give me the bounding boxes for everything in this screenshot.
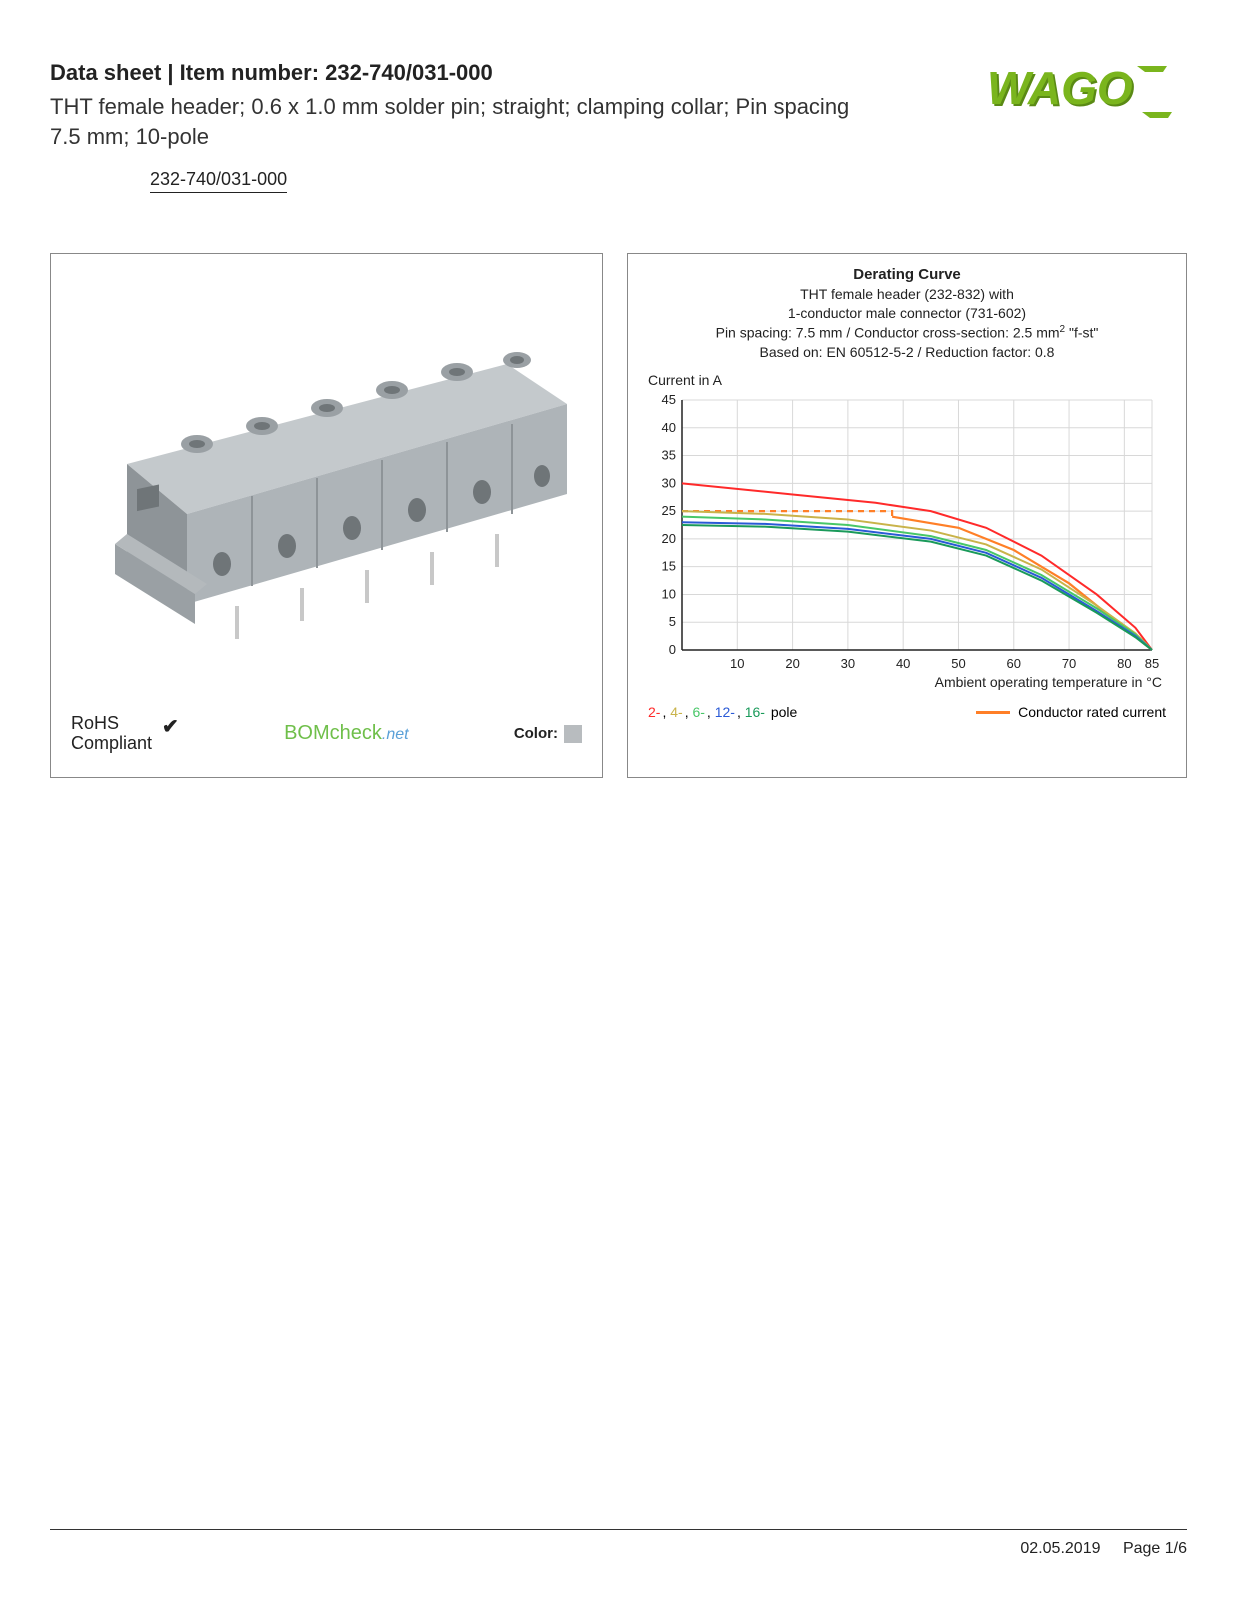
title-label: Item number:: [180, 60, 325, 85]
svg-text:5: 5: [669, 614, 676, 629]
chart-legend: 2-, 4-, 6-, 12-, 16- pole Conductor rate…: [642, 704, 1172, 720]
svg-text:70: 70: [1062, 656, 1076, 670]
chart-xlabel: Ambient operating temperature in °C: [642, 674, 1162, 690]
rohs-badge: RoHS Compliant ✔: [71, 714, 179, 754]
legend-4: 4-: [670, 704, 682, 720]
page-title: Data sheet | Item number: 232-740/031-00…: [50, 60, 850, 86]
bomcheck-net: .net: [382, 726, 409, 743]
legend-16: 16-: [745, 704, 765, 720]
svg-text:60: 60: [1007, 656, 1021, 670]
svg-text:50: 50: [951, 656, 965, 670]
chart-sub1: THT female header (232-832) with: [642, 285, 1172, 304]
product-panel: RoHS Compliant ✔ BOMcheck.net Color:: [50, 253, 603, 778]
legend-suffix: pole: [767, 704, 797, 720]
subtitle: THT female header; 0.6 x 1.0 mm solder p…: [50, 92, 850, 151]
svg-text:80: 80: [1117, 656, 1131, 670]
svg-text:25: 25: [662, 503, 676, 518]
svg-text:30: 30: [841, 656, 855, 670]
legend-rated: Conductor rated current: [976, 704, 1166, 720]
color-swatch: [564, 725, 582, 743]
title-sep: |: [161, 60, 179, 85]
item-link[interactable]: 232-740/031-000: [150, 169, 287, 193]
derating-chart: 0 5 10 15 20 25 30 35 40 45 10 20 30 40 50 60 70 80 85: [642, 390, 1172, 670]
svg-text:85: 85: [1145, 656, 1159, 670]
chart-panel: Derating Curve THT female header (232-83…: [627, 253, 1187, 778]
svg-text:35: 35: [662, 447, 676, 462]
bomcheck-text: BOMcheck: [284, 722, 382, 744]
svg-text:20: 20: [662, 530, 676, 545]
title-item: 232-740/031-000: [325, 60, 493, 85]
chart-title: Derating Curve: [642, 266, 1172, 283]
chart-sub2: 1-conductor male connector (731-602): [642, 304, 1172, 323]
legend-rated-line: [976, 711, 1010, 714]
legend-12: 12-: [715, 704, 735, 720]
check-icon: ✔: [162, 714, 179, 739]
svg-text:40: 40: [896, 656, 910, 670]
bomcheck-badge: BOMcheck.net: [284, 722, 409, 745]
footer-page: Page 1/6: [1123, 1540, 1187, 1557]
svg-text:30: 30: [662, 475, 676, 490]
rohs-line1: RoHS: [71, 714, 152, 734]
title-prefix: Data sheet: [50, 60, 161, 85]
svg-text:10: 10: [730, 656, 744, 670]
rohs-line2: Compliant: [71, 734, 152, 754]
svg-text:40: 40: [662, 419, 676, 434]
svg-text:0: 0: [669, 642, 676, 657]
page-footer: 02.05.2019 Page 1/6: [50, 1529, 1187, 1558]
svg-text:15: 15: [662, 558, 676, 573]
svg-text:10: 10: [662, 586, 676, 601]
chart-sub3: Pin spacing: 7.5 mm / Conductor cross-se…: [642, 323, 1172, 343]
chart-ylabel: Current in A: [648, 372, 1172, 388]
legend-rated-label: Conductor rated current: [1018, 704, 1166, 720]
color-label: Color:: [514, 725, 582, 743]
product-image: [51, 254, 602, 674]
color-text: Color:: [514, 725, 558, 742]
svg-text:WAGO: WAGO: [987, 62, 1133, 114]
footer-date: 02.05.2019: [1020, 1540, 1100, 1557]
legend-poles: 2-, 4-, 6-, 12-, 16- pole: [648, 704, 799, 720]
chart-sub4: Based on: EN 60512-5-2 / Reduction facto…: [642, 343, 1172, 362]
wago-logo: WAGO WAGO: [987, 60, 1187, 125]
svg-text:45: 45: [662, 392, 676, 407]
legend-2: 2-: [648, 704, 660, 720]
legend-6: 6-: [692, 704, 704, 720]
svg-text:20: 20: [785, 656, 799, 670]
